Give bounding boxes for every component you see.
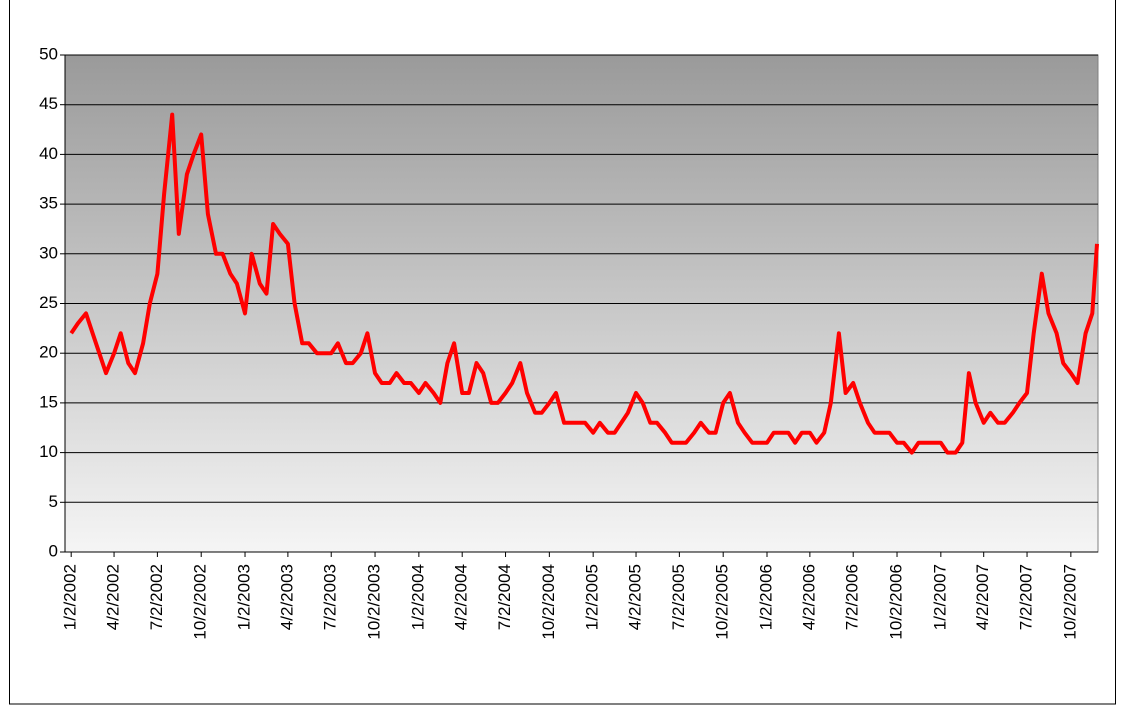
x-tick-label: 7/2/2006 bbox=[843, 564, 862, 630]
x-tick-label: 4/2/2002 bbox=[104, 564, 123, 630]
x-tick-label: 1/2/2006 bbox=[756, 564, 775, 630]
x-tick-label: 10/2/2005 bbox=[713, 564, 732, 640]
x-tick-label: 10/2/2007 bbox=[1060, 564, 1079, 640]
y-tick-label: 25 bbox=[39, 293, 58, 312]
x-tick-label: 10/2/2003 bbox=[365, 564, 384, 640]
y-tick-label: 10 bbox=[39, 442, 58, 461]
y-tick-label: 40 bbox=[39, 144, 58, 163]
x-tick-label: 1/2/2002 bbox=[61, 564, 80, 630]
x-tick-label: 1/2/2003 bbox=[235, 564, 254, 630]
x-tick-label: 10/2/2006 bbox=[887, 564, 906, 640]
x-tick-label: 4/2/2006 bbox=[799, 564, 818, 630]
x-tick-label: 7/2/2002 bbox=[147, 564, 166, 630]
x-tick-label: 10/2/2002 bbox=[191, 564, 210, 640]
data-line bbox=[69, 112, 1099, 455]
x-tick-label: 7/2/2005 bbox=[669, 564, 688, 630]
y-tick-label: 35 bbox=[39, 194, 58, 213]
y-tick-label: 50 bbox=[39, 44, 58, 63]
y-tick-label: 30 bbox=[39, 243, 58, 262]
x-tick-label: 4/2/2007 bbox=[973, 564, 992, 630]
x-tick-label: 4/2/2003 bbox=[277, 564, 296, 630]
x-tick-label: 7/2/2003 bbox=[321, 564, 340, 630]
y-tick-label: 20 bbox=[39, 343, 58, 362]
x-tick-label: 1/2/2007 bbox=[930, 564, 949, 630]
y-tick-label: 15 bbox=[39, 392, 58, 411]
y-tick-label: 5 bbox=[49, 492, 58, 511]
x-tick-label: 1/2/2004 bbox=[408, 564, 427, 630]
y-tick-label: 45 bbox=[39, 94, 58, 113]
x-tick-label: 7/2/2007 bbox=[1017, 564, 1036, 630]
x-tick-label: 10/2/2004 bbox=[539, 564, 558, 640]
y-tick-label: 0 bbox=[49, 541, 58, 560]
x-tick-label: 4/2/2005 bbox=[626, 564, 645, 630]
x-tick-label: 1/2/2005 bbox=[583, 564, 602, 630]
x-tick-label: 7/2/2004 bbox=[495, 564, 514, 630]
x-tick-label: 4/2/2004 bbox=[452, 564, 471, 630]
